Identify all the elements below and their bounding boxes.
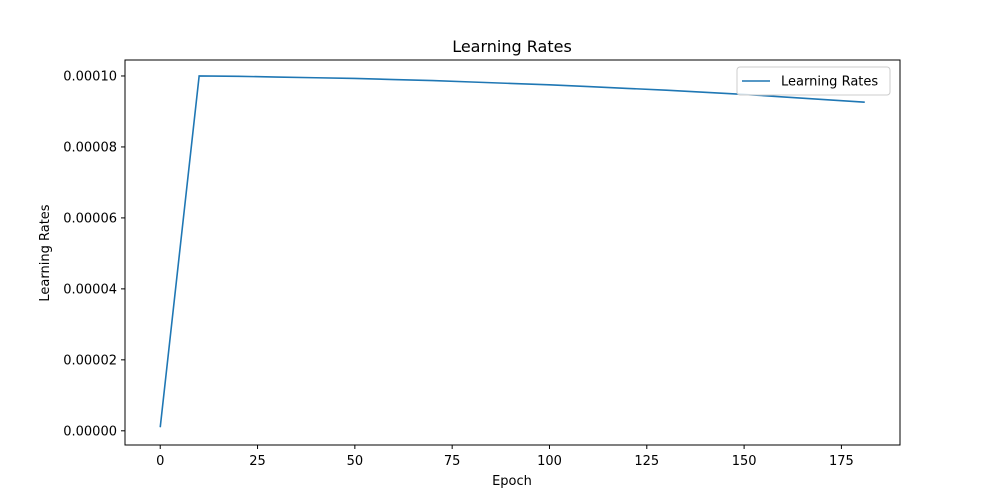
axes-frame (124, 59, 901, 446)
x-tick-label-7: 175 (829, 454, 854, 469)
x-tick-label-1: 25 (249, 454, 266, 469)
y-tick-label-4: 0.00008 (63, 140, 117, 155)
x-axis-label: Epoch (492, 474, 532, 489)
legend-label: Learning Rates (781, 75, 878, 90)
x-tick-label-5: 125 (634, 454, 659, 469)
plot-area: 0 25 50 75 100 125 150 175 0.00000 0.00002 0.00004… (63, 59, 901, 469)
y-axis-label: Learning Rates (38, 204, 53, 301)
y-tick-label-5: 0.00010 (63, 69, 117, 84)
legend-box (736, 66, 891, 96)
y-tick-label-1: 0.00002 (63, 353, 117, 368)
x-tick-label-3: 75 (444, 454, 461, 469)
y-tick-label-2: 0.00004 (63, 282, 117, 297)
x-tick-label-6: 150 (732, 454, 757, 469)
x-tick-label-4: 100 (537, 454, 562, 469)
chart-title: Learning Rates (452, 37, 572, 56)
y-tick-label-3: 0.00006 (63, 211, 117, 226)
x-tick-label-0: 0 (156, 454, 164, 469)
x-tick-label-2: 50 (347, 454, 364, 469)
y-tick-label-0: 0.00000 (63, 424, 117, 439)
